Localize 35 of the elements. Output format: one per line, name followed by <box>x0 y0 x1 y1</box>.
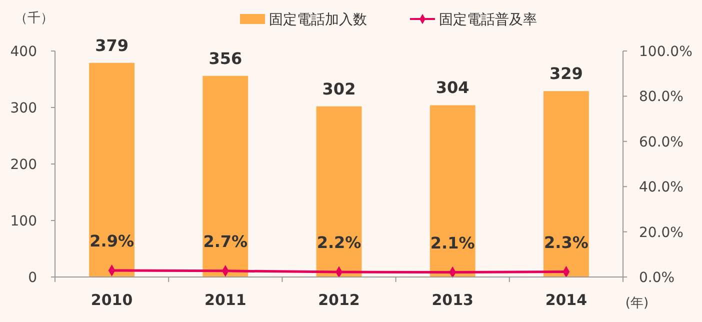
data-label: 379 <box>95 36 129 55</box>
y-tick-label: 0 <box>28 270 37 286</box>
x-tick-label: 2014 <box>545 291 588 309</box>
x-tick-label: 2013 <box>432 291 474 309</box>
bar <box>316 106 362 277</box>
y-tick-label: 200 <box>10 157 37 173</box>
data-label: 2.2% <box>316 233 362 252</box>
bar <box>430 105 476 277</box>
bar <box>202 76 248 277</box>
y-tick-label: 400 <box>10 44 37 60</box>
data-label: 2.3% <box>544 232 588 252</box>
data-label: 2.9% <box>90 231 134 250</box>
y2-tick-label: 0.0% <box>639 270 675 286</box>
y2-tick-label: 60.0% <box>639 134 684 150</box>
bar <box>89 62 135 277</box>
y2-tick-label: 40.0% <box>639 180 684 196</box>
y-axis-title: （千） <box>14 11 54 26</box>
bar <box>543 91 589 277</box>
x-tick-label: 2010 <box>90 291 133 309</box>
y2-tick-label: 20.0% <box>639 224 684 241</box>
data-label: 329 <box>549 64 583 84</box>
y2-tick-label: 100.0% <box>639 44 692 60</box>
legend-label: 固定電話普及率 <box>439 11 537 28</box>
data-label: 304 <box>436 78 470 98</box>
x-tick-label: 2011 <box>204 291 246 309</box>
x-axis-title: (年) <box>625 296 649 311</box>
y2-tick-label: 80.0% <box>639 89 684 106</box>
legend-label: 固定電話加入数 <box>269 12 367 28</box>
data-label: 356 <box>208 48 242 68</box>
data-label: 2.7% <box>203 232 248 251</box>
y-tick-label: 300 <box>10 100 37 116</box>
x-tick-label: 2012 <box>318 291 360 309</box>
data-label: 302 <box>322 79 356 98</box>
data-label: 2.1% <box>430 233 475 252</box>
y-tick-label: 100 <box>10 214 37 230</box>
